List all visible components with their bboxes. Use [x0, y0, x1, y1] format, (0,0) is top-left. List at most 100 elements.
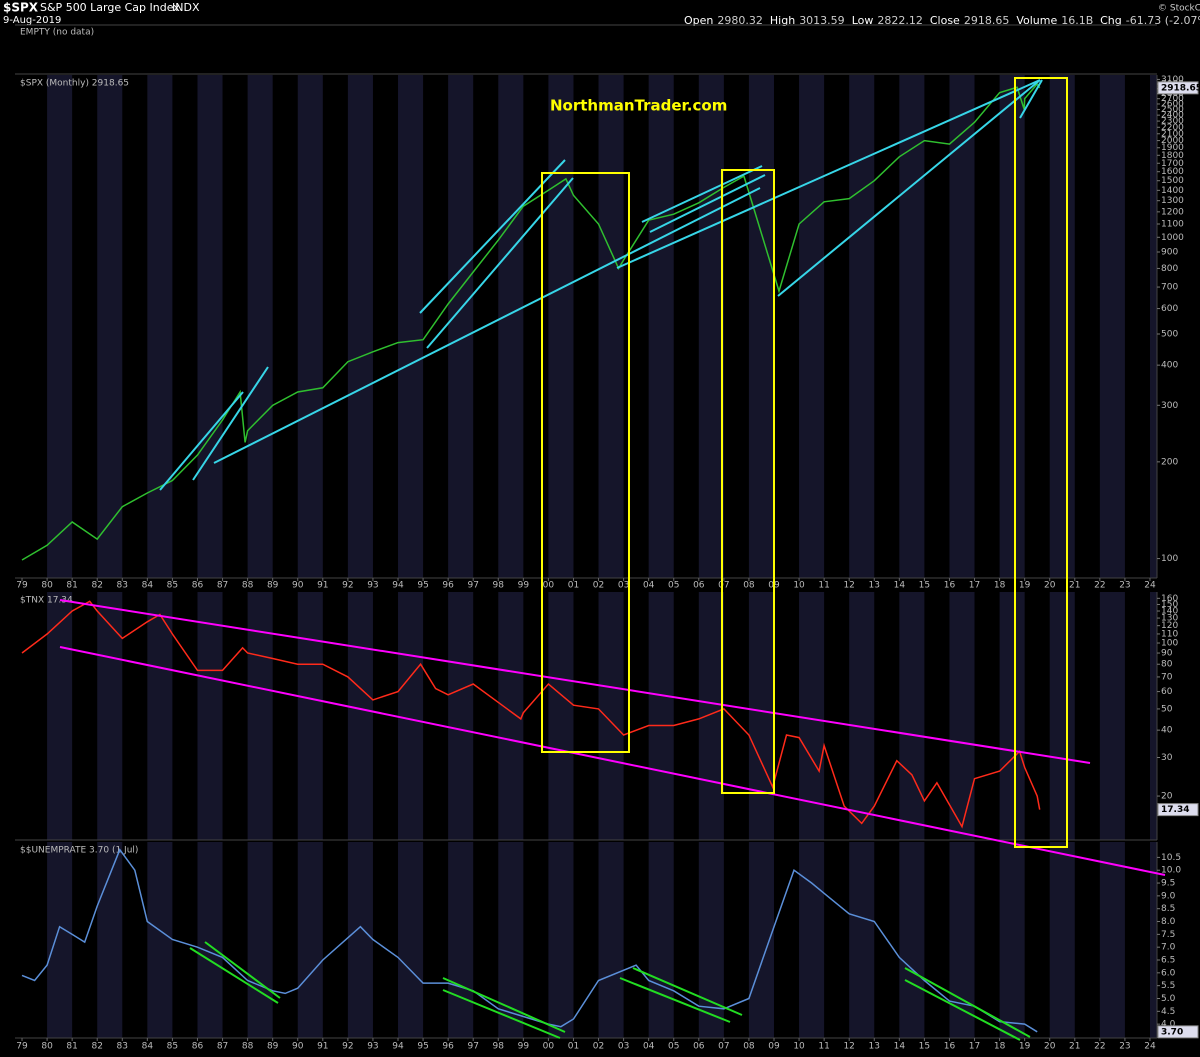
year-band	[849, 75, 875, 578]
price-line	[21, 82, 1041, 561]
y-tick-label: 2700	[1161, 94, 1184, 104]
y-tick-label: 600	[1161, 304, 1178, 314]
x-tick-label: 22	[1094, 581, 1105, 591]
y-tick-label: 2200	[1161, 123, 1184, 133]
y-tick-label: 70	[1161, 672, 1173, 682]
y-tick-label: 8.5	[1161, 904, 1175, 914]
y-tick-label: 5.0	[1161, 994, 1176, 1004]
y-tick-label: 40	[1161, 726, 1173, 736]
y-tick-label: 100	[1161, 639, 1178, 649]
x-tick-label: 86	[192, 581, 204, 591]
y-tick-label: 90	[1161, 649, 1173, 659]
y-tick-label: 1700	[1161, 159, 1184, 169]
y-tick-label: 10.5	[1161, 853, 1181, 863]
y-tick-label: 3100	[1161, 75, 1184, 85]
x-tick-label: 22	[1094, 1042, 1105, 1052]
y-tick-label: 1500	[1161, 176, 1184, 186]
quote-label: Close	[930, 14, 960, 27]
y-tick-label: 5.5	[1161, 981, 1175, 991]
x-tick-label: 86	[192, 1042, 204, 1052]
x-tick-label: 91	[317, 581, 328, 591]
y-tick-label: 50	[1161, 704, 1173, 714]
y-tick-label: 7.0	[1161, 943, 1176, 953]
y-tick-label: 4.0	[1161, 1020, 1176, 1030]
year-band	[598, 75, 624, 578]
x-tick-label: 21	[1069, 581, 1080, 591]
year-band	[197, 592, 223, 840]
y-tick-label: 1300	[1161, 196, 1184, 206]
y-tick-label: 800	[1161, 264, 1178, 274]
x-tick-label: 04	[643, 581, 655, 591]
last-value-label: 17.34	[1161, 805, 1189, 815]
year-band	[999, 842, 1025, 1038]
x-tick-label: 07	[718, 1042, 729, 1052]
y-tick-label: 900	[1161, 247, 1178, 257]
year-band	[1049, 75, 1075, 578]
year-band	[448, 75, 474, 578]
x-tick-label: 84	[142, 581, 154, 591]
quote: Open 2980.32 High 3013.59 Low 2822.12 Close 291…	[684, 14, 1200, 27]
x-tick-label: 85	[167, 1042, 178, 1052]
year-band	[97, 592, 123, 840]
year-band	[297, 842, 323, 1038]
year-band	[899, 842, 925, 1038]
y-tick-label: 200	[1161, 457, 1178, 467]
year-band	[949, 842, 975, 1038]
x-tick-label: 95	[417, 1042, 428, 1052]
y-tick-label: 160	[1161, 594, 1178, 604]
x-tick-label: 14	[894, 581, 906, 591]
x-tick-label: 19	[1019, 581, 1031, 591]
quote-label: Volume	[1016, 14, 1057, 27]
y-tick-label: 2100	[1161, 129, 1184, 139]
last-value-box	[1157, 803, 1199, 817]
x-tick-label: 98	[493, 1042, 505, 1052]
x-tick-label: 84	[142, 1042, 154, 1052]
y-tick-label: 2300	[1161, 117, 1184, 127]
quote-value: 2980.32	[717, 14, 763, 27]
year-band	[748, 842, 774, 1038]
year-band	[548, 592, 574, 840]
year-band	[398, 592, 424, 840]
y-tick-label: 130	[1161, 614, 1178, 624]
x-tick-label: 05	[668, 1042, 679, 1052]
year-band	[999, 75, 1025, 578]
year-band	[899, 592, 925, 840]
y-tick-label: 1400	[1161, 186, 1184, 196]
x-tick-label: 01	[568, 1042, 579, 1052]
y-tick-label: 100	[1161, 554, 1178, 564]
year-band	[448, 842, 474, 1038]
year-band	[247, 75, 273, 578]
y-tick-label: 2500	[1161, 105, 1184, 115]
x-tick-label: 98	[493, 581, 505, 591]
x-tick-label: 88	[242, 581, 254, 591]
y-tick-label: 1200	[1161, 207, 1184, 217]
x-tick-label: 14	[894, 1042, 906, 1052]
y-tick-label: 80	[1161, 660, 1173, 670]
x-tick-label: 11	[818, 1042, 829, 1052]
x-tick-label: 90	[292, 1042, 304, 1052]
y-tick-label: 60	[1161, 687, 1173, 697]
year-band	[347, 842, 373, 1038]
year-band	[47, 75, 73, 578]
x-tick-label: 19	[1019, 1042, 1031, 1052]
year-band	[498, 75, 524, 578]
y-tick-label: 9.0	[1161, 891, 1176, 901]
x-tick-label: 00	[543, 581, 555, 591]
watermark: NorthmanTrader.com	[550, 97, 727, 115]
y-tick-label: 30	[1161, 753, 1173, 763]
year-band	[197, 75, 223, 578]
year-band	[799, 592, 825, 840]
year-band	[47, 592, 73, 840]
y-tick-label: 2400	[1161, 111, 1184, 121]
quote-value: -61.73 (-2.07%)	[1126, 14, 1200, 27]
x-tick-label: 21	[1069, 1042, 1080, 1052]
x-tick-label: 18	[994, 581, 1006, 591]
year-band	[648, 75, 674, 578]
x-tick-label: 20	[1044, 1042, 1056, 1052]
x-tick-label: 17	[969, 1042, 980, 1052]
year-band	[598, 842, 624, 1038]
x-tick-label: 80	[41, 581, 53, 591]
year-band	[849, 592, 875, 840]
y-tick-label: 700	[1161, 283, 1178, 293]
x-tick-label: 81	[66, 1042, 77, 1052]
